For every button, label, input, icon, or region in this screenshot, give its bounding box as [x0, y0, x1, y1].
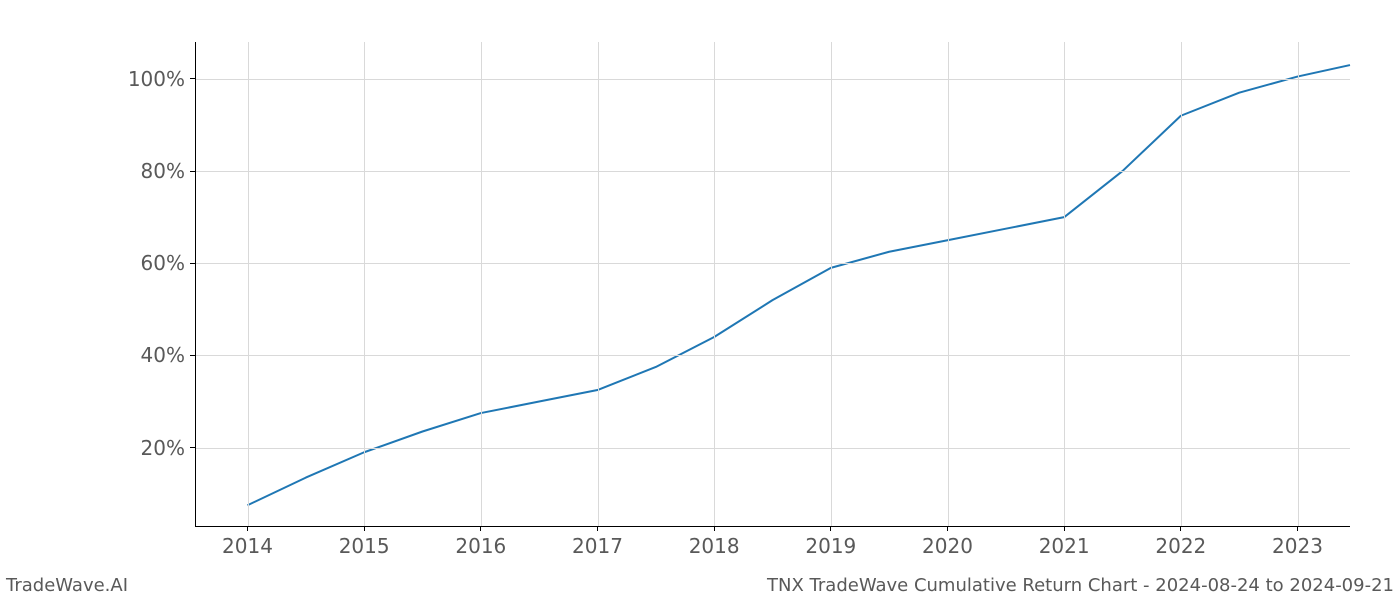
spine-bottom [195, 526, 1350, 527]
y-tick-label: 20% [141, 436, 185, 460]
x-tick-label: 2017 [572, 534, 623, 558]
x-tick-label: 2018 [689, 534, 740, 558]
x-tick-label: 2019 [805, 534, 856, 558]
gridline-horizontal [195, 171, 1350, 172]
gridline-vertical [1181, 42, 1182, 526]
gridline-vertical [831, 42, 832, 526]
y-tick-label: 80% [141, 159, 185, 183]
return-line [248, 65, 1351, 505]
footer-right: TNX TradeWave Cumulative Return Chart - … [767, 575, 1394, 596]
x-tick-label: 2023 [1272, 534, 1323, 558]
gridline-vertical [1064, 42, 1065, 526]
gridline-vertical [364, 42, 365, 526]
gridline-vertical [1298, 42, 1299, 526]
x-tick-label: 2020 [922, 534, 973, 558]
gridline-vertical [248, 42, 249, 526]
x-tick-label: 2014 [222, 534, 273, 558]
gridline-vertical [714, 42, 715, 526]
gridline-horizontal [195, 79, 1350, 80]
footer-left: TradeWave.AI [6, 575, 128, 596]
y-tick-label: 40% [141, 343, 185, 367]
y-tick-label: 100% [128, 67, 185, 91]
x-tick-label: 2022 [1155, 534, 1206, 558]
gridline-horizontal [195, 263, 1350, 264]
x-tick-label: 2016 [455, 534, 506, 558]
x-tick-label: 2015 [339, 534, 390, 558]
gridline-vertical [948, 42, 949, 526]
spine-left [195, 42, 196, 526]
line-series-svg [195, 42, 1350, 526]
gridline-horizontal [195, 355, 1350, 356]
gridline-vertical [481, 42, 482, 526]
chart-container: { "chart": { "type": "line", "background… [0, 0, 1400, 600]
plot-area [195, 42, 1350, 526]
x-tick-label: 2021 [1039, 534, 1090, 558]
gridline-horizontal [195, 448, 1350, 449]
y-tick-label: 60% [141, 251, 185, 275]
gridline-vertical [598, 42, 599, 526]
